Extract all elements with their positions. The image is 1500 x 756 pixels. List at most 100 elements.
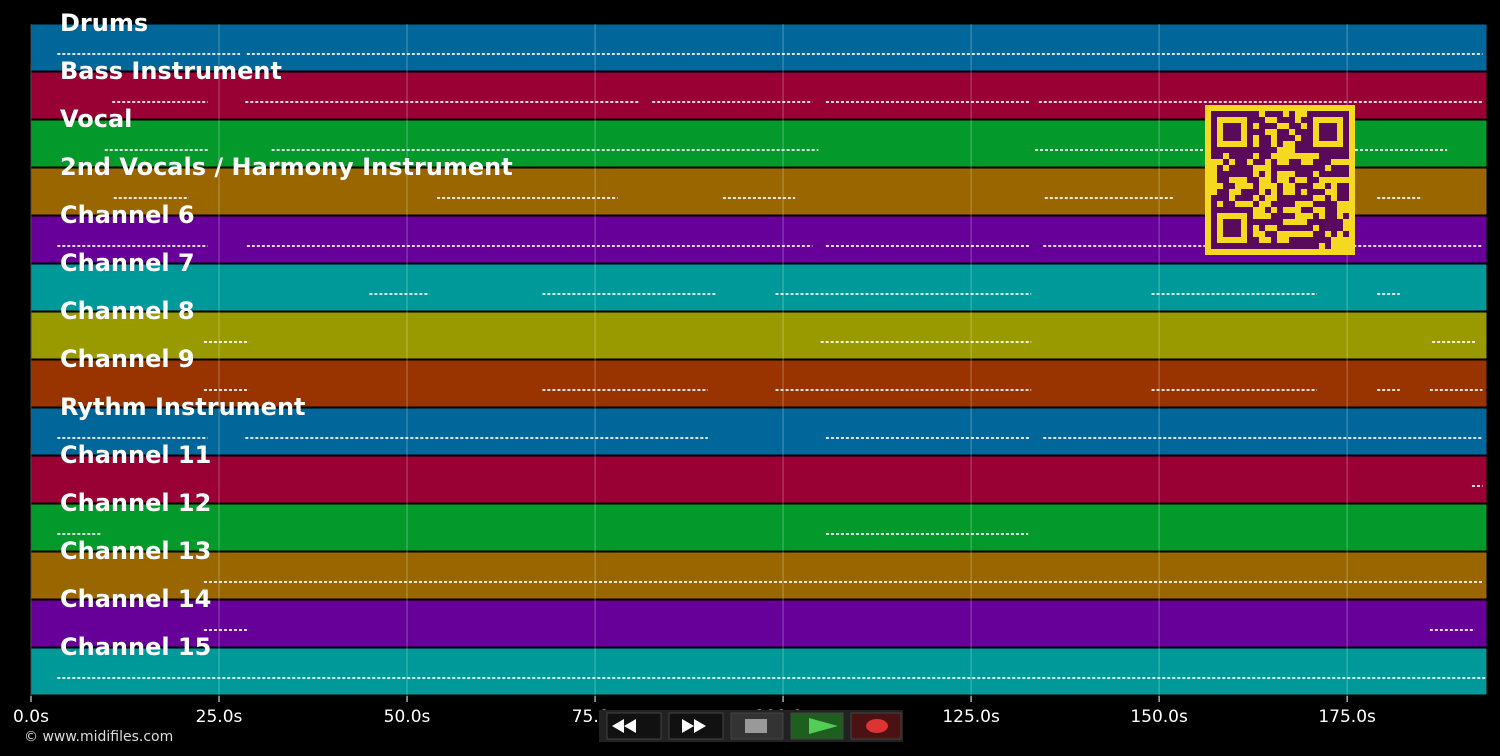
qr-module: [1241, 189, 1247, 195]
qr-module: [1319, 165, 1325, 171]
qr-module: [1301, 183, 1307, 189]
qr-module: [1343, 213, 1349, 219]
qr-module: [1343, 171, 1349, 177]
qr-module: [1325, 183, 1331, 189]
qr-module: [1313, 237, 1319, 243]
qr-module: [1253, 147, 1259, 153]
track-name: Bass Instrument: [60, 57, 282, 85]
qr-module: [1295, 189, 1301, 195]
qr-module: [1277, 243, 1283, 249]
qr-module: [1307, 189, 1313, 195]
qr-module: [1331, 165, 1337, 171]
qr-module: [1253, 219, 1259, 225]
qr-module: [1241, 171, 1247, 177]
track-name: Drums: [60, 9, 148, 37]
qr-module: [1325, 219, 1331, 225]
track-name: Vocal: [60, 105, 132, 133]
qr-module: [1265, 141, 1271, 147]
qr-module: [1295, 225, 1301, 231]
qr-module: [1301, 243, 1307, 249]
x-tick-label: 0.0s: [13, 707, 49, 727]
qr-module: [1259, 129, 1265, 135]
qr-module: [1319, 237, 1325, 243]
qr-module: [1301, 237, 1307, 243]
qr-module: [1265, 207, 1271, 213]
qr-module: [1277, 111, 1283, 117]
rewind-button[interactable]: [606, 712, 662, 740]
qr-module: [1343, 231, 1349, 237]
qr-module: [1313, 165, 1319, 171]
record-button[interactable]: [850, 712, 902, 740]
qr-module: [1295, 123, 1301, 129]
qr-module: [1277, 117, 1283, 123]
qr-module: [1265, 231, 1271, 237]
qr-module: [1337, 183, 1343, 189]
qr-finder: [1319, 123, 1337, 141]
qr-module: [1343, 153, 1349, 159]
qr-module: [1301, 141, 1307, 147]
qr-module: [1319, 171, 1325, 177]
qr-module: [1289, 111, 1295, 117]
qr-module: [1241, 165, 1247, 171]
qr-module: [1325, 195, 1331, 201]
x-tick-label: 150.0s: [1130, 707, 1188, 727]
qr-module: [1319, 159, 1325, 165]
track-name: Channel 7: [60, 249, 195, 277]
play-button[interactable]: [790, 712, 844, 740]
qr-module: [1277, 129, 1283, 135]
qr-module: [1343, 195, 1349, 201]
qr-module: [1289, 243, 1295, 249]
qr-module: [1253, 243, 1259, 249]
qr-module: [1235, 165, 1241, 171]
qr-module: [1313, 177, 1319, 183]
qr-module: [1325, 171, 1331, 177]
qr-module: [1331, 153, 1337, 159]
qr-module: [1319, 231, 1325, 237]
qr-module: [1283, 165, 1289, 171]
qr-module: [1277, 141, 1283, 147]
qr-module: [1223, 177, 1229, 183]
qr-module: [1253, 189, 1259, 195]
qr-module: [1259, 117, 1265, 123]
qr-module: [1271, 165, 1277, 171]
qr-module: [1295, 183, 1301, 189]
qr-module: [1325, 213, 1331, 219]
qr-module: [1295, 165, 1301, 171]
stop-button[interactable]: [730, 712, 784, 740]
x-tick-label: 175.0s: [1318, 707, 1376, 727]
track-lane: [30, 599, 1488, 648]
track-lane: [30, 311, 1488, 360]
qr-module: [1253, 111, 1259, 117]
fast-forward-button[interactable]: [668, 712, 724, 740]
qr-module: [1271, 111, 1277, 117]
qr-module: [1283, 201, 1289, 207]
qr-module: [1331, 231, 1337, 237]
track-lane: [30, 503, 1488, 552]
qr-module: [1307, 177, 1313, 183]
qr-module: [1271, 243, 1277, 249]
qr-module: [1259, 219, 1265, 225]
qr-module: [1271, 231, 1277, 237]
qr-module: [1271, 201, 1277, 207]
qr-module: [1259, 171, 1265, 177]
qr-module: [1295, 171, 1301, 177]
qr-module: [1337, 171, 1343, 177]
qr-module: [1259, 195, 1265, 201]
qr-module: [1271, 147, 1277, 153]
qr-module: [1265, 111, 1271, 117]
qr-module: [1307, 219, 1313, 225]
qr-module: [1319, 201, 1325, 207]
qr-module: [1217, 165, 1223, 171]
qr-module: [1259, 159, 1265, 165]
qr-module: [1325, 237, 1331, 243]
qr-module: [1271, 177, 1277, 183]
track-name: 2nd Vocals / Harmony Instrument: [60, 153, 513, 181]
track-name: Channel 14: [60, 585, 211, 613]
qr-module: [1223, 201, 1229, 207]
track-name: Channel 15: [60, 633, 211, 661]
track-lane: [30, 23, 1488, 72]
qr-module: [1307, 183, 1313, 189]
qr-module: [1265, 123, 1271, 129]
qr-module: [1295, 159, 1301, 165]
qr-module: [1301, 165, 1307, 171]
